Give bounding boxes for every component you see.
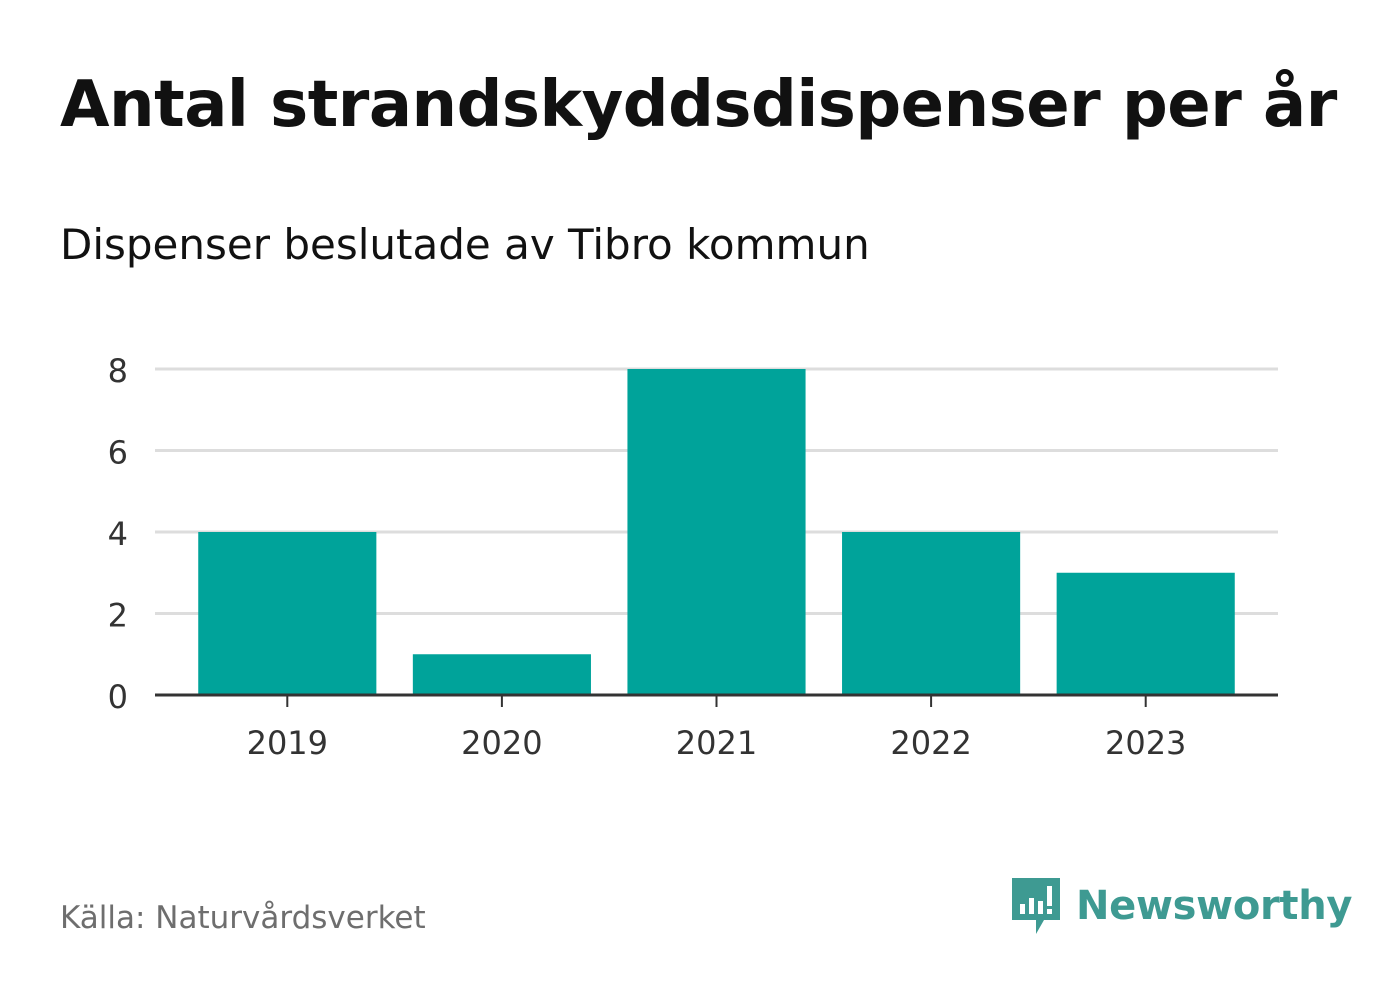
y-tick-label: 2 <box>108 597 128 635</box>
chart-subtitle: Dispenser beslutade av Tibro kommun <box>60 220 870 269</box>
bars <box>198 369 1235 695</box>
brand-name: Newsworthy <box>1076 883 1353 929</box>
x-tick-labels: 2019 2020 2021 2022 2023 <box>247 724 1187 762</box>
y-tick-label: 4 <box>108 515 128 553</box>
brand: Newsworthy <box>1010 876 1353 936</box>
x-tick-label: 2022 <box>890 724 971 762</box>
bar-2023 <box>1056 572 1235 695</box>
bar-2022 <box>842 532 1021 695</box>
x-tick-label: 2019 <box>247 724 328 762</box>
newsworthy-logo-icon <box>1012 878 1060 934</box>
bar-2020 <box>412 654 591 695</box>
x-tick-label: 2023 <box>1105 724 1186 762</box>
y-tick-label: 6 <box>108 434 128 472</box>
y-tick-label: 0 <box>108 678 128 716</box>
y-tick-label: 8 <box>108 352 128 390</box>
x-tick-label: 2021 <box>676 724 757 762</box>
y-tick-labels: 0 2 4 6 8 <box>108 352 128 716</box>
bar-2019 <box>198 532 377 695</box>
x-axis <box>155 693 1278 707</box>
x-tick-label: 2020 <box>461 724 542 762</box>
source-label: Källa: Naturvårdsverket <box>60 900 426 936</box>
bar-2021 <box>627 369 806 695</box>
chart-title: Antal strandskyddsdispenser per år <box>60 68 1337 142</box>
